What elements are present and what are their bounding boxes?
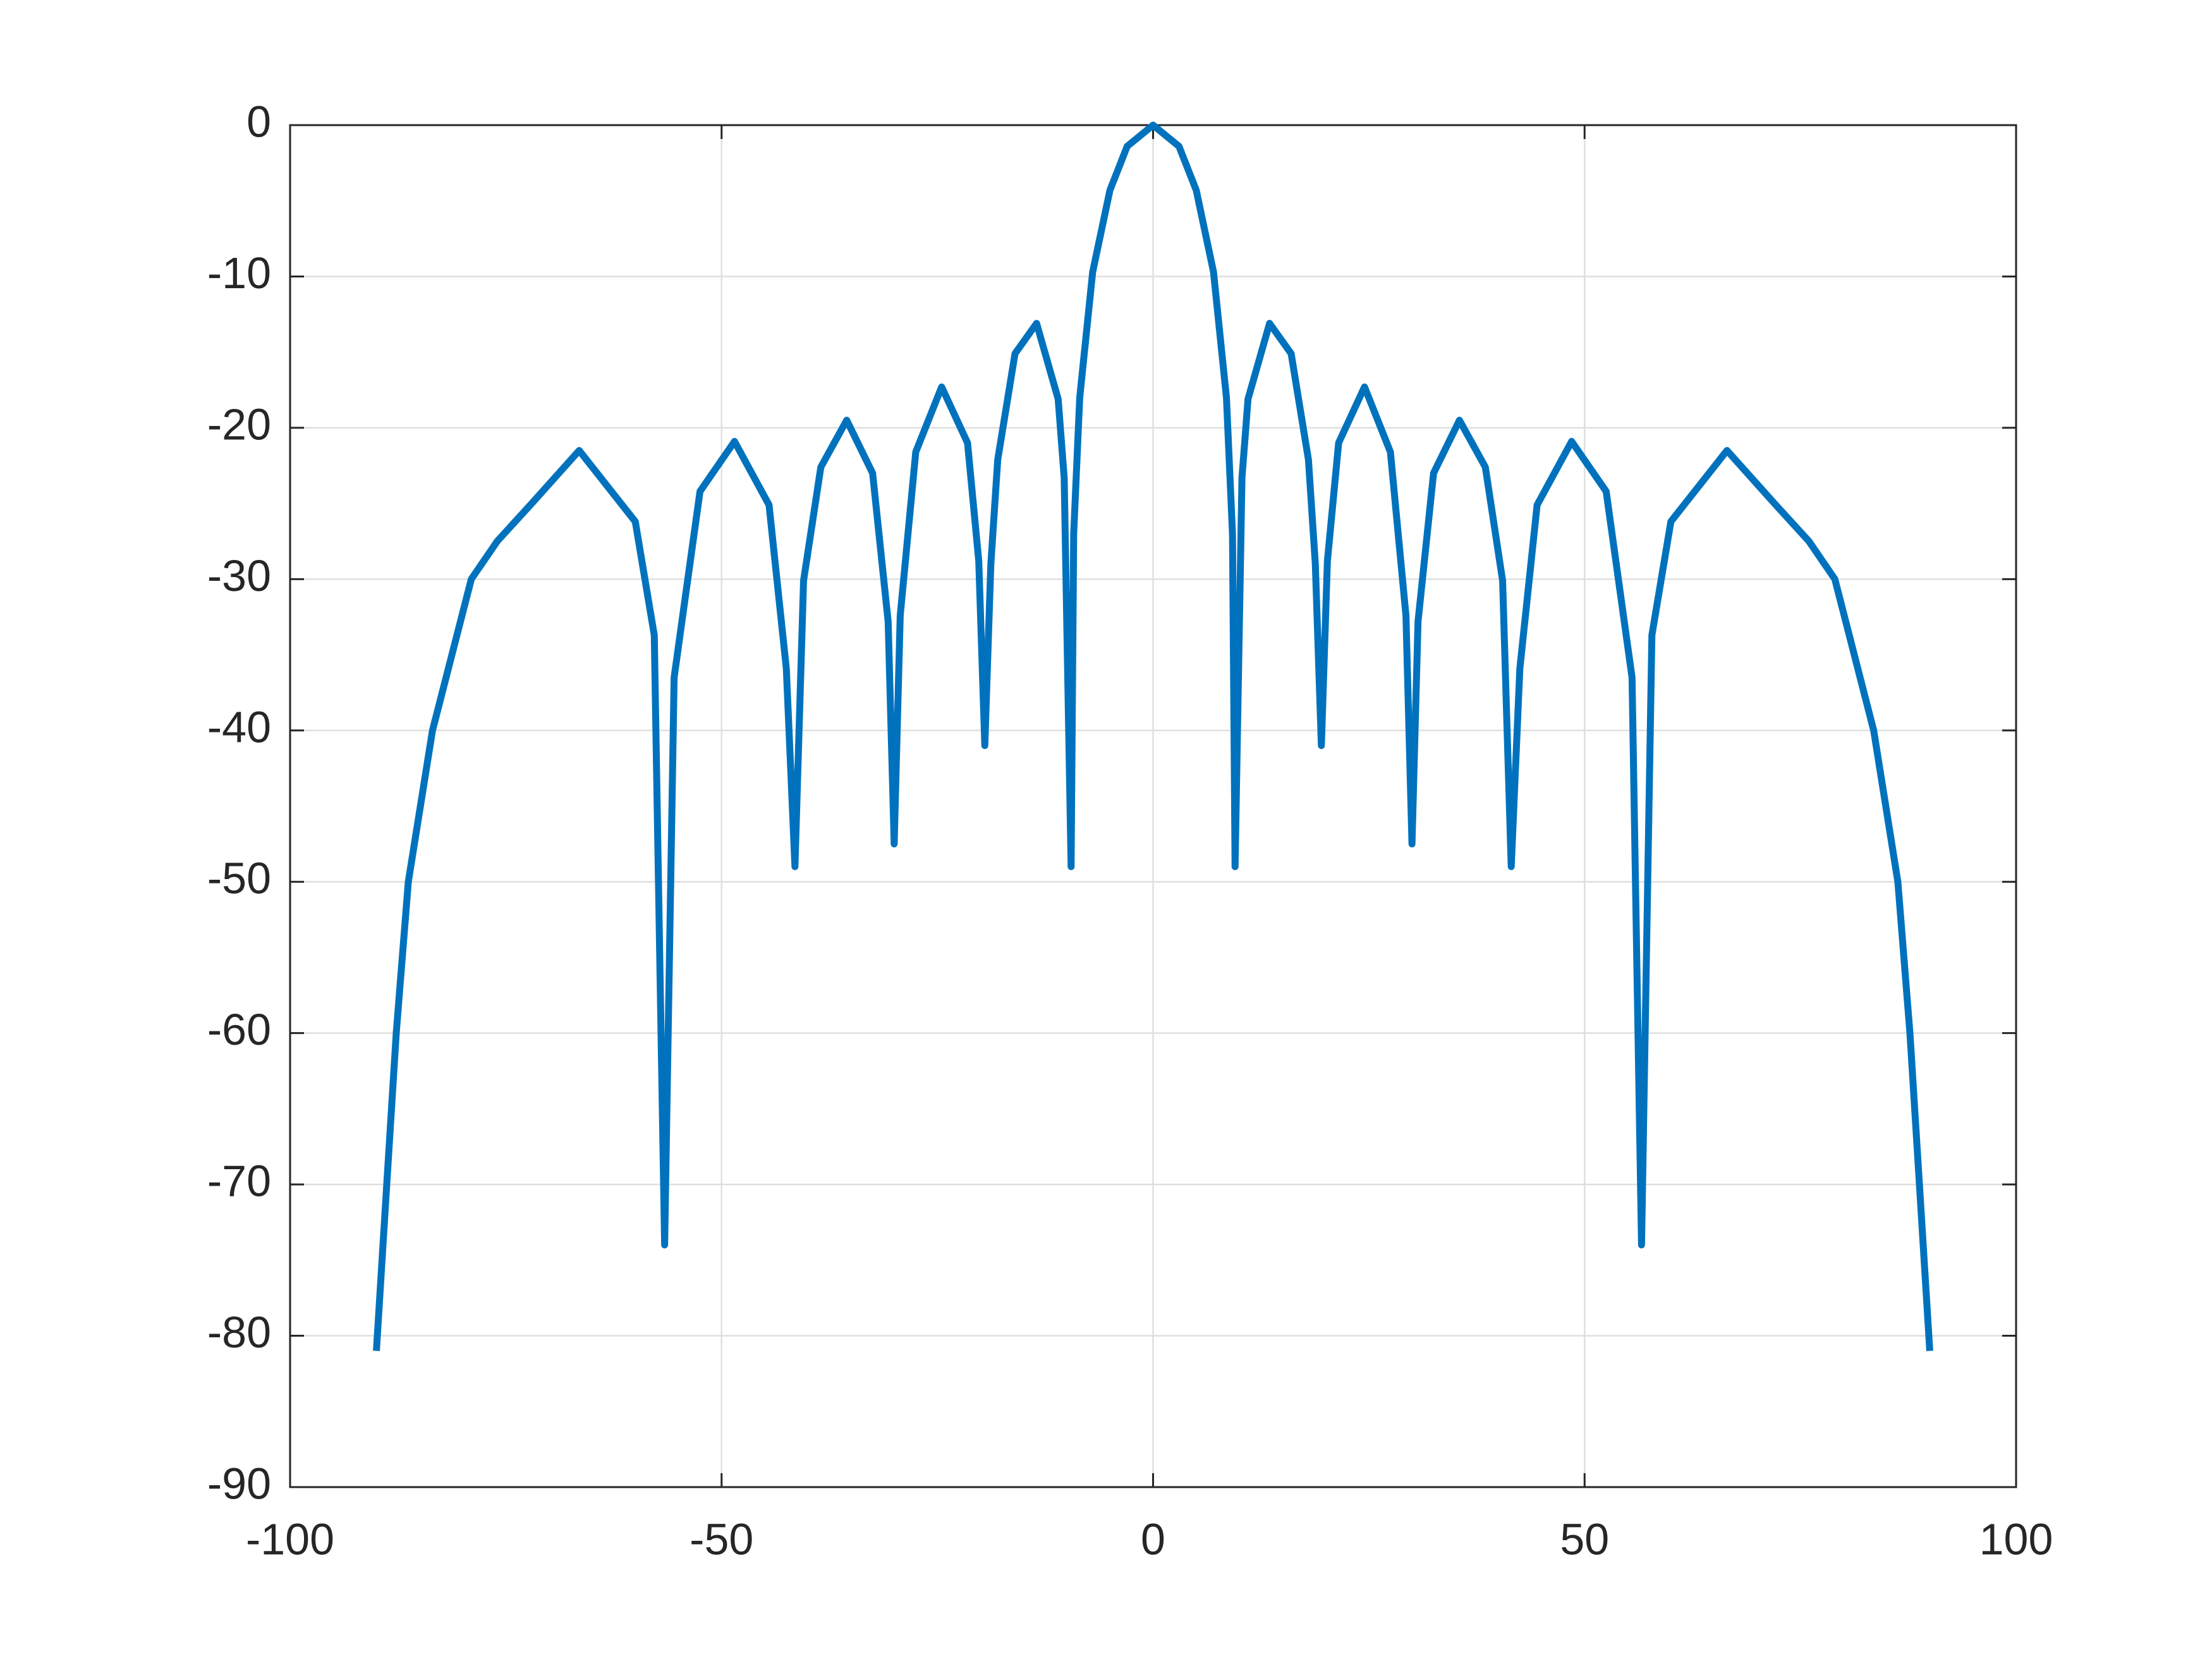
x-tick-label: 100 bbox=[1979, 1514, 2053, 1564]
y-tick-label: -20 bbox=[207, 399, 271, 449]
y-tick-label: -50 bbox=[207, 854, 271, 903]
x-tick-label: -100 bbox=[246, 1514, 334, 1564]
data-line bbox=[373, 121, 1933, 1351]
y-tick-label: -10 bbox=[207, 248, 271, 298]
y-tick-label: -80 bbox=[207, 1308, 271, 1357]
y-tick-label: 0 bbox=[246, 97, 271, 146]
x-tick-label: 0 bbox=[1141, 1514, 1165, 1564]
y-tick-label: -30 bbox=[207, 551, 271, 600]
y-tick-label: -70 bbox=[207, 1157, 271, 1206]
y-tick-label: -90 bbox=[207, 1459, 271, 1508]
x-tick-label: 50 bbox=[1560, 1514, 1609, 1564]
y-tick-label: -40 bbox=[207, 702, 271, 751]
y-tick-label: -60 bbox=[207, 1005, 271, 1054]
x-tick-label: -50 bbox=[690, 1514, 753, 1564]
